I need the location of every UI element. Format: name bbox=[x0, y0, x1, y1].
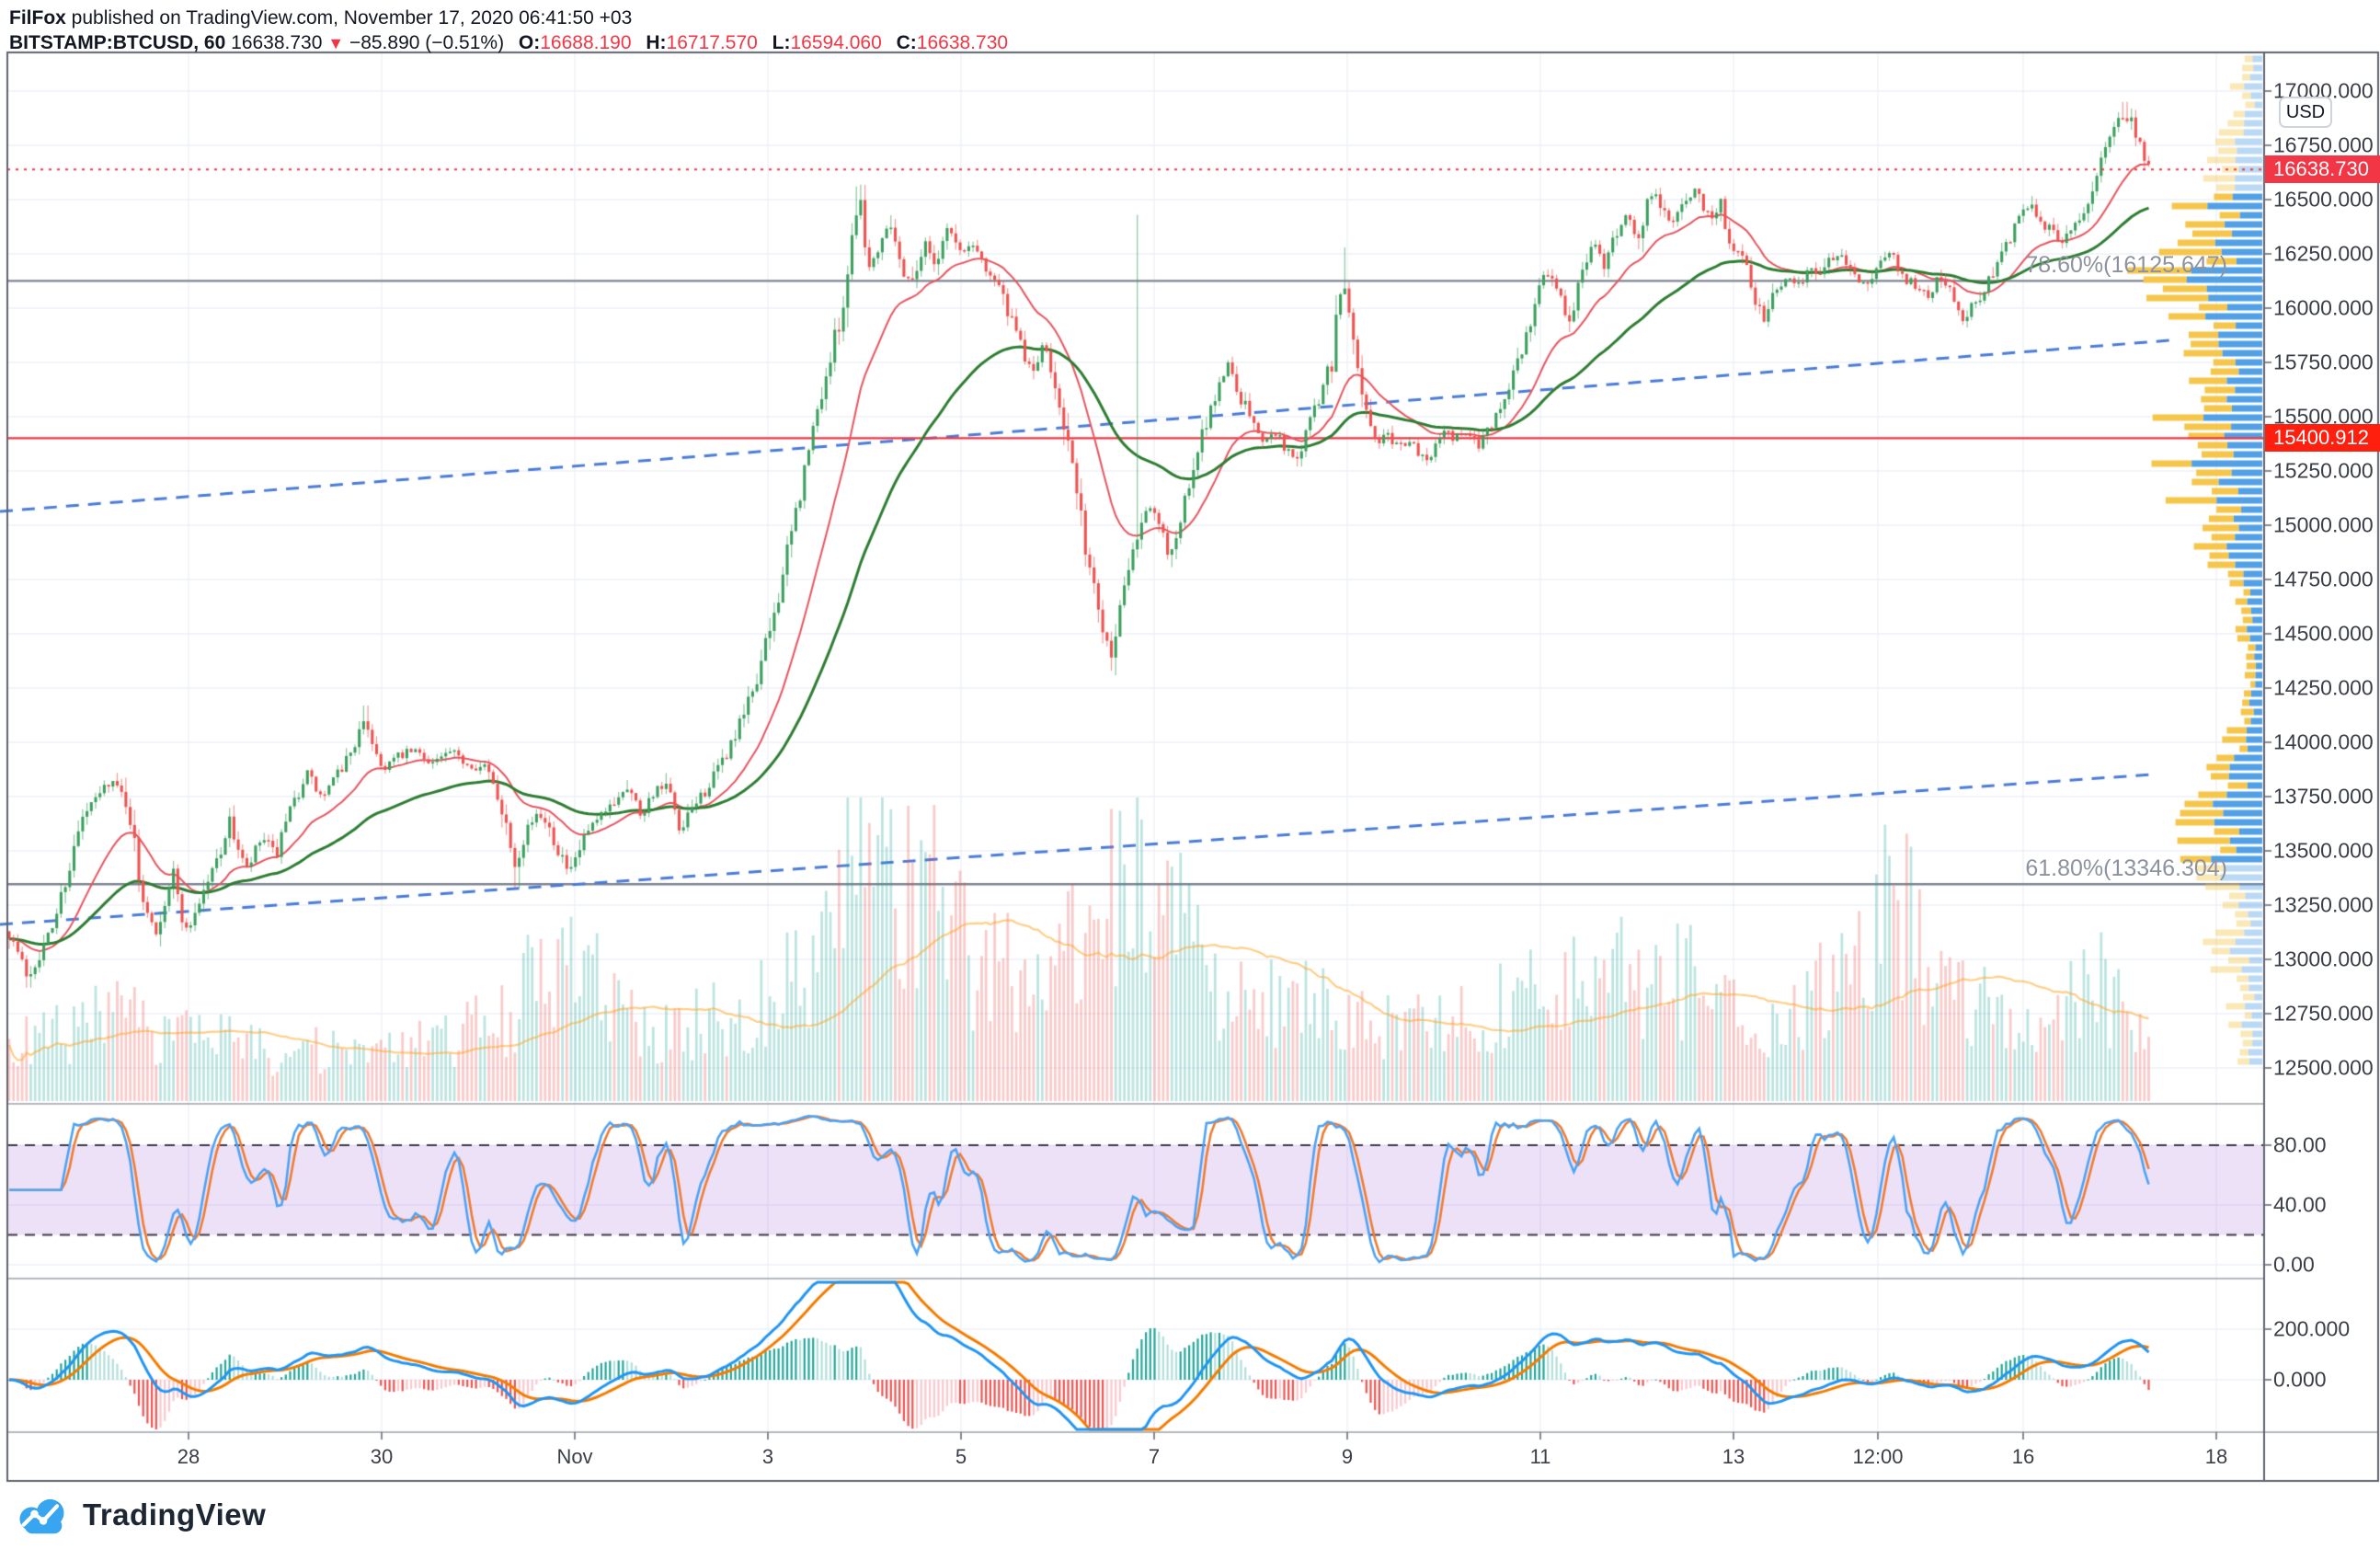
symbol-title: BITSTAMP:BTCUSD, 60 bbox=[9, 32, 226, 53]
time-axis-label: 13 bbox=[1722, 1445, 1745, 1468]
price-axis-label: 13250.000 bbox=[2273, 892, 2374, 917]
price-axis-label: 15000.000 bbox=[2273, 512, 2374, 537]
open-label: O: bbox=[518, 32, 541, 53]
down-arrow-icon: ▼ bbox=[327, 34, 345, 52]
fib-level-label: 61.80%(13346.304) bbox=[2025, 855, 2227, 881]
price-axis-label: 13750.000 bbox=[2273, 784, 2374, 809]
time-axis-label: 11 bbox=[1529, 1445, 1551, 1468]
low-value: 16594.060 bbox=[790, 32, 882, 53]
price-axis-label: 14250.000 bbox=[2273, 675, 2374, 700]
close-label: C: bbox=[896, 32, 917, 53]
price-axis-label: 16000.000 bbox=[2273, 295, 2374, 320]
time-axis-label: 18 bbox=[2204, 1445, 2228, 1468]
stoch-axis-label: 0.00 bbox=[2273, 1252, 2315, 1277]
tradingview-cloud-icon bbox=[19, 1498, 64, 1534]
tradingview-logo[interactable]: TradingView bbox=[13, 1494, 266, 1536]
currency-button[interactable]: USD bbox=[2279, 97, 2332, 128]
price-axis-label: 16750.000 bbox=[2273, 132, 2374, 157]
last-price: 16638.730 bbox=[231, 32, 323, 53]
tradingview-logo-text: TradingView bbox=[83, 1497, 267, 1532]
time-axis-label: 3 bbox=[761, 1445, 774, 1468]
time-axis-label: 5 bbox=[955, 1445, 967, 1468]
symbol-ohlc-row: BITSTAMP:BTCUSD, 60 16638.730 ▼ −85.890 … bbox=[9, 32, 1008, 54]
open-value: 16688.190 bbox=[540, 32, 632, 53]
time-axis-label: 7 bbox=[1148, 1445, 1161, 1468]
time-axis-label: 30 bbox=[370, 1445, 394, 1468]
time-axis-label: 28 bbox=[177, 1445, 200, 1468]
macd-axis-label: 200.000 bbox=[2273, 1316, 2351, 1341]
price-axis-label: 14750.000 bbox=[2273, 567, 2374, 591]
low-label: L: bbox=[772, 32, 791, 53]
price-axis-label: 13500.000 bbox=[2273, 838, 2374, 863]
high-label: H: bbox=[646, 32, 667, 53]
fib-level-label: 78.60%(16125.647) bbox=[2025, 252, 2227, 278]
time-axis-label: 9 bbox=[1341, 1445, 1354, 1468]
price-axis-label: 15750.000 bbox=[2273, 350, 2374, 374]
price-change: −85.890 (−0.51%) bbox=[349, 32, 505, 53]
price-axis-label: 12750.000 bbox=[2273, 1001, 2374, 1026]
price-axis-label: 15250.000 bbox=[2273, 458, 2374, 483]
time-axis-label: Nov bbox=[556, 1445, 593, 1468]
price-axis-label: 14500.000 bbox=[2273, 621, 2374, 646]
stoch-axis-label: 80.00 bbox=[2273, 1132, 2327, 1157]
author-name: FilFox bbox=[9, 7, 66, 29]
close-value: 16638.730 bbox=[916, 32, 1009, 53]
price-axis-label: 14000.000 bbox=[2273, 729, 2374, 754]
time-axis-label: 16 bbox=[2011, 1445, 2035, 1468]
price-tag: 16638.730 bbox=[2265, 155, 2380, 183]
macd-axis-label: 0.000 bbox=[2273, 1367, 2327, 1392]
publish-byline: FilFox published on TradingView.com, Nov… bbox=[9, 7, 632, 29]
stoch-axis-label: 40.00 bbox=[2273, 1192, 2327, 1217]
publish-info: published on TradingView.com, November 1… bbox=[65, 7, 633, 29]
price-tag: 15400.912 bbox=[2265, 424, 2380, 452]
price-axis-label: 16500.000 bbox=[2273, 187, 2374, 212]
time-axis-label: 12:00 bbox=[1852, 1445, 1904, 1468]
price-axis-label: 13000.000 bbox=[2273, 947, 2374, 971]
price-axis-label: 12500.000 bbox=[2273, 1055, 2374, 1080]
high-value: 16717.570 bbox=[666, 32, 758, 53]
price-axis-label: 16250.000 bbox=[2273, 241, 2374, 266]
